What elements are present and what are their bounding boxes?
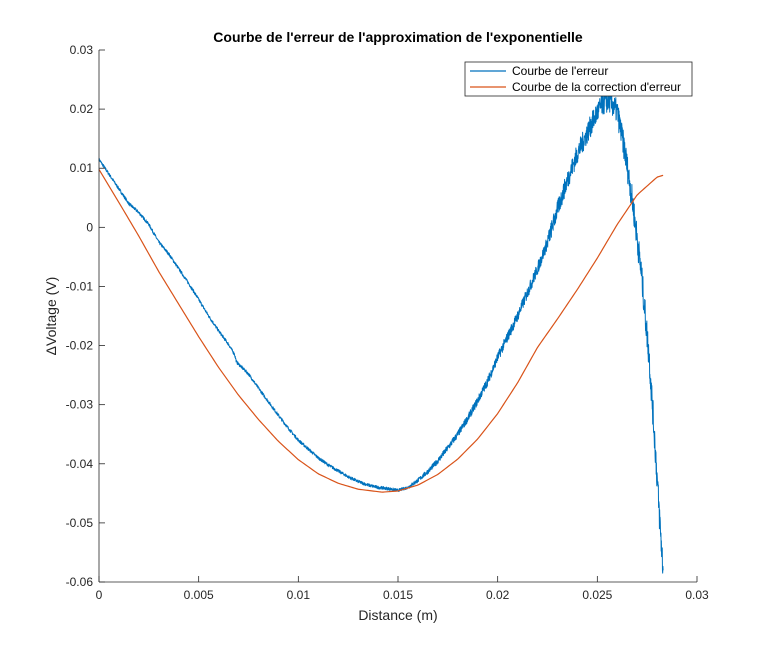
y-tick-label: -0.06 (66, 575, 94, 589)
y-tick-label: -0.03 (66, 398, 94, 412)
x-axis-label: Distance (m) (358, 607, 437, 623)
x-tick-label: 0.01 (287, 588, 311, 602)
y-axis-label: ΔVoltage (V) (43, 277, 59, 356)
x-tick-label: 0.03 (685, 588, 709, 602)
x-tick-label: 0.025 (582, 588, 612, 602)
x-tick-label: 0.015 (383, 588, 413, 602)
x-tick-label: 0.02 (486, 588, 510, 602)
x-tick-label: 0.005 (184, 588, 214, 602)
legend: Courbe de l'erreur Courbe de la correcti… (464, 61, 693, 97)
y-tick-label: -0.05 (66, 516, 94, 530)
chart-title: Courbe de l'erreur de l'approximation de… (213, 29, 583, 45)
y-tick-label: -0.01 (66, 279, 94, 293)
y-tick-label: 0.02 (70, 102, 94, 116)
series-line-2 (98, 169, 664, 493)
series-layer (98, 89, 664, 574)
series-line-1 (98, 89, 664, 574)
axes-layer: 0 0.005 0.01 0.015 0.02 0.025 0.03 -0.06 -0.05 -0… (66, 43, 709, 602)
x-tick-label: 0 (96, 588, 103, 602)
y-tick-label: 0 (86, 220, 93, 234)
legend-label-series-2: Courbe de la correction d'erreur (512, 80, 681, 94)
y-tick-label: -0.04 (66, 457, 94, 471)
plot-background (99, 50, 697, 582)
legend-box (464, 61, 693, 97)
y-tick-label: 0.01 (70, 161, 94, 175)
legend-label-series-1: Courbe de l'erreur (512, 64, 608, 78)
y-tick-label: 0.03 (70, 43, 94, 57)
plot-area: 0 0.005 0.01 0.015 0.02 0.025 0.03 -0.06 -0.05 -0… (66, 43, 709, 602)
y-tick-label: -0.02 (66, 339, 94, 353)
